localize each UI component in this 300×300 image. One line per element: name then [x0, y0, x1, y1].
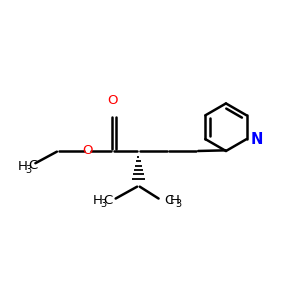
- Text: O: O: [82, 144, 92, 157]
- Text: H: H: [93, 194, 103, 207]
- Text: C: C: [164, 194, 173, 207]
- Text: O: O: [107, 94, 117, 107]
- Text: 3: 3: [176, 199, 182, 209]
- Text: H: H: [17, 160, 27, 173]
- Text: H: H: [170, 194, 180, 207]
- Text: 3: 3: [101, 200, 107, 209]
- Text: 3: 3: [26, 165, 32, 175]
- Text: C: C: [103, 194, 112, 207]
- Text: C: C: [28, 159, 38, 172]
- Text: N: N: [250, 132, 263, 147]
